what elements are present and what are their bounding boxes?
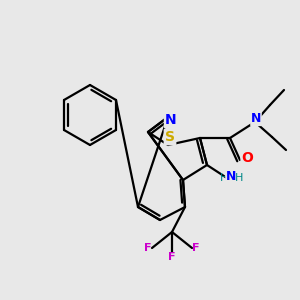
Text: F: F <box>168 252 176 262</box>
Text: O: O <box>241 151 253 165</box>
Text: F: F <box>144 243 152 253</box>
Text: H: H <box>235 173 243 183</box>
Text: N: N <box>226 169 236 182</box>
Text: N: N <box>165 113 177 127</box>
Text: F: F <box>192 243 200 253</box>
Text: H: H <box>220 173 228 183</box>
Text: S: S <box>165 130 175 144</box>
Text: N: N <box>251 112 261 125</box>
